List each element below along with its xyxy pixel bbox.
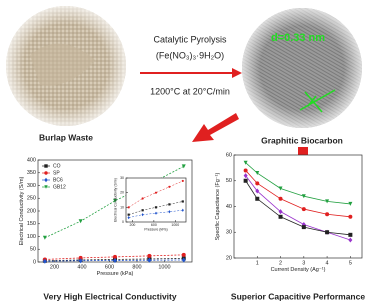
left-caption: Very High Electrical Conductivity bbox=[43, 291, 176, 301]
y-axis-label: Electrical Conductivity (S/m) bbox=[19, 176, 25, 245]
y-tick-label: 400 bbox=[27, 157, 36, 163]
y-tick-label: 250 bbox=[27, 196, 36, 202]
y-axis-label: Electrical Conductivity (S/m) bbox=[113, 178, 117, 222]
process-condition: 1200°C at 20°C/min bbox=[150, 86, 230, 96]
x-axis-label: Pressure (kPa) bbox=[97, 271, 134, 277]
x-tick-label: 1000 bbox=[171, 223, 179, 227]
legend-label: BC6 bbox=[53, 177, 63, 183]
y-tick-label: 150 bbox=[27, 221, 36, 227]
marker bbox=[168, 203, 170, 205]
y-tick-label: 40 bbox=[226, 204, 232, 210]
y-tick-label: 300 bbox=[27, 183, 36, 189]
arrow-head bbox=[232, 68, 242, 78]
x-tick-label: 400 bbox=[77, 264, 86, 270]
marker bbox=[325, 212, 329, 216]
marker bbox=[142, 197, 144, 199]
marker bbox=[279, 197, 283, 201]
marker bbox=[128, 206, 130, 208]
marker bbox=[244, 168, 248, 172]
biocarbon-label: Graphitic Biocarbon bbox=[261, 135, 343, 145]
legend-label: GB12 bbox=[53, 184, 66, 190]
marker bbox=[155, 192, 157, 194]
y-tick-label: 60 bbox=[226, 152, 232, 158]
process-catalyst: (Fe(NO₃)₃·9H₂O) bbox=[156, 50, 224, 60]
x-tick-label: 4 bbox=[326, 260, 329, 266]
y-tick-label: 200 bbox=[27, 208, 36, 214]
plot-frame bbox=[126, 178, 186, 222]
y-tick-label: 30 bbox=[226, 230, 232, 236]
marker bbox=[348, 215, 352, 219]
x-tick-label: 200 bbox=[50, 264, 59, 270]
x-tick-label: 600 bbox=[105, 264, 114, 270]
photo-edge bbox=[242, 8, 362, 128]
x-tick-label: 200 bbox=[130, 223, 136, 227]
marker bbox=[128, 214, 130, 216]
graphical-abstract: Burlap Waste Catalytic Pyrolysis (Fe(NO₃… bbox=[0, 0, 366, 304]
y-tick-label: 0 bbox=[122, 220, 124, 224]
y-tick-label: 20 bbox=[120, 191, 124, 195]
marker bbox=[168, 186, 170, 188]
right-caption: Superior Capacitive Performance bbox=[231, 291, 365, 301]
x-tick-label: 1000 bbox=[158, 264, 170, 270]
marker bbox=[182, 253, 186, 257]
y-axis-label: Specific Capacitance (Fg⁻¹) bbox=[215, 172, 221, 240]
marker bbox=[302, 207, 306, 211]
process-step: Catalytic Pyrolysis bbox=[153, 34, 227, 44]
marker bbox=[182, 200, 184, 202]
page: Burlap Waste Catalytic Pyrolysis (Fe(NO₃… bbox=[0, 0, 366, 304]
legend-label: CO bbox=[53, 163, 61, 169]
marker bbox=[244, 179, 248, 183]
marker bbox=[44, 171, 47, 174]
burlap-label: Burlap Waste bbox=[39, 132, 93, 142]
y-tick-label: 0 bbox=[33, 259, 36, 265]
y-tick-label: 10 bbox=[120, 205, 124, 209]
y-tick-label: 20 bbox=[226, 255, 232, 261]
x-tick-label: 2 bbox=[279, 260, 282, 266]
diagonal-arrow bbox=[192, 113, 239, 142]
marker bbox=[182, 180, 184, 182]
marker bbox=[279, 215, 283, 219]
marker bbox=[348, 233, 352, 237]
marker bbox=[325, 230, 329, 234]
marker bbox=[302, 225, 306, 229]
marker bbox=[255, 181, 259, 185]
marker bbox=[255, 197, 259, 201]
x-tick-label: 5 bbox=[349, 260, 352, 266]
legend-label: SP bbox=[53, 170, 60, 176]
marker bbox=[44, 164, 47, 167]
y-tick-label: 30 bbox=[120, 176, 124, 180]
y-tick-label: 100 bbox=[27, 234, 36, 240]
d-spacing: d=0.33 nm bbox=[271, 32, 325, 44]
y-tick-label: 50 bbox=[226, 178, 232, 184]
marker bbox=[155, 206, 157, 208]
marker bbox=[147, 254, 151, 258]
photo-edge bbox=[6, 6, 126, 126]
x-tick-label: 1 bbox=[256, 260, 259, 266]
marker bbox=[142, 209, 144, 211]
y-tick-label: 350 bbox=[27, 170, 36, 176]
x-axis-label: Pressure (kPa) bbox=[144, 227, 167, 231]
x-tick-label: 3 bbox=[302, 260, 305, 266]
y-tick-label: 50 bbox=[30, 247, 36, 253]
x-tick-label: 800 bbox=[132, 264, 141, 270]
x-axis-label: Current Density (Ag⁻¹) bbox=[271, 267, 326, 273]
